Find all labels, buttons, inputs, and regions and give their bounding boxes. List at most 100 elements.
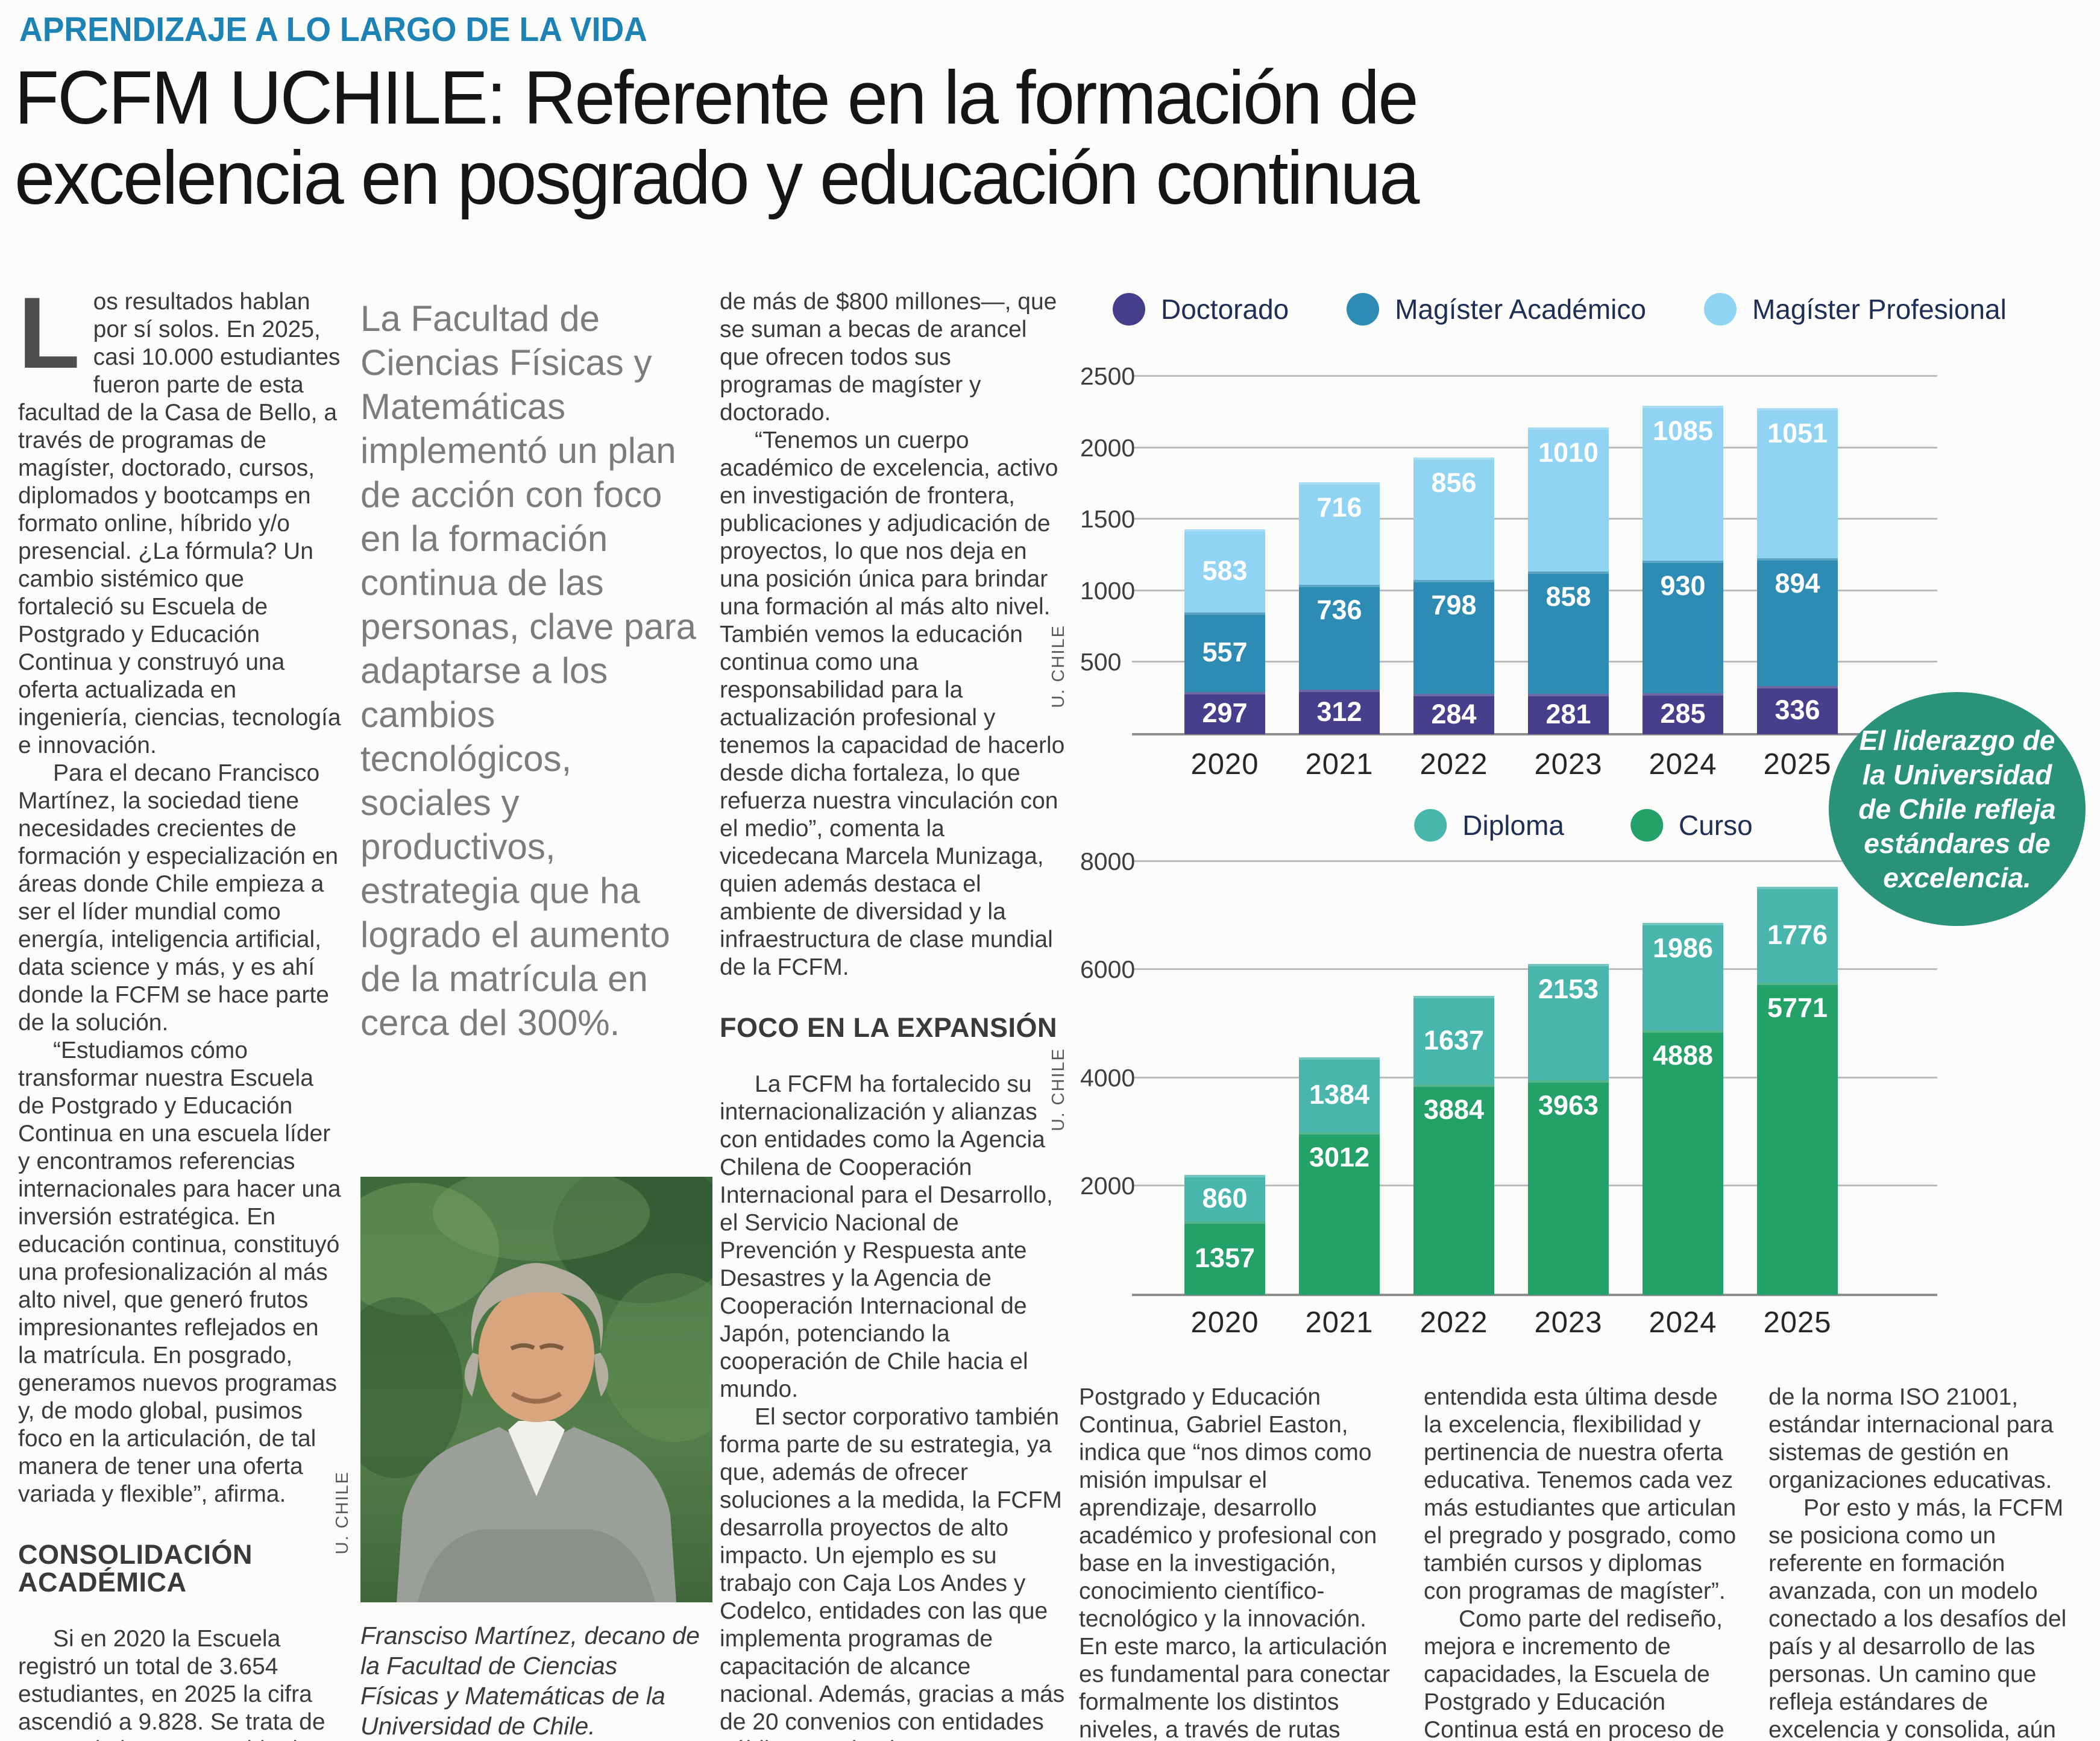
x-axis-tick-label: 2025 — [1763, 748, 1832, 781]
chart-plot: 1357 860 3012 1384 3884 1637 3963 2153 4888 1986 5… — [1132, 847, 1937, 1296]
bar-segment-Doctorado: 284 — [1413, 694, 1494, 734]
bottom-column-3: de la norma ISO 21001, estándar internac… — [1768, 1384, 2088, 1741]
decano-photo — [360, 1177, 712, 1602]
bar-segment-Curso: 1357 — [1184, 1221, 1265, 1295]
highlight-badge: El liderazgo de la Universidad de Chile … — [1829, 692, 2086, 926]
bar-value-label: 5771 — [1767, 992, 1828, 1023]
drop-cap: L — [18, 276, 80, 389]
bar-value-label: 583 — [1202, 555, 1248, 586]
article-column-3: de más de $800 millones—, que se suman a… — [720, 288, 1067, 1741]
stacked-bar-2022: 284 798 856 — [1413, 458, 1494, 734]
legend-item: Curso — [1630, 809, 1753, 842]
stacked-bar-2020: 1357 860 — [1184, 1175, 1265, 1295]
paragraph: “Tenemos un cuerpo académico de excelenc… — [720, 427, 1065, 980]
chart-posgrado-matricula: Doctorado Magíster Académico Magíster Prof… — [1049, 288, 2100, 798]
headline-line-1: FCFM UCHILE: Referente en la formación d… — [14, 56, 1419, 140]
bars-row: 297 557 583 312 736 716 284 798 856 281 858 1010 285… — [1132, 368, 1937, 734]
photo-caption: Fransciso Martínez, decano de la Faculta… — [360, 1622, 700, 1740]
bar-value-label: 1357 — [1194, 1242, 1256, 1273]
bar-segment-Magíster Académico: 930 — [1643, 561, 1723, 693]
bar-segment-Magíster Profesional: 1051 — [1757, 408, 1838, 558]
section-kicker: APRENDIZAJE A LO LARGO DE LA VIDA — [19, 10, 647, 49]
pull-quote: La Facultad de Ciencias Físicas y Matemá… — [360, 298, 696, 1043]
bar-value-label: 930 — [1660, 570, 1706, 601]
bar-segment-Diploma: 1986 — [1643, 923, 1723, 1030]
bar-value-label: 858 — [1545, 581, 1591, 612]
bar-segment-Curso: 3963 — [1528, 1080, 1609, 1295]
bar-value-label: 1776 — [1767, 919, 1828, 950]
legend-dot-icon — [1414, 809, 1447, 842]
bar-segment-Doctorado: 281 — [1528, 694, 1609, 734]
stacked-bar-2021: 3012 1384 — [1299, 1057, 1380, 1295]
bar-segment-Diploma: 2153 — [1528, 964, 1609, 1080]
column1-paragraphs-after: Si en 2020 la Escuela registró un total … — [18, 1625, 341, 1741]
bar-value-label: 856 — [1431, 467, 1477, 498]
x-axis-tick-label: 2023 — [1534, 1306, 1603, 1339]
bar-value-label: 4888 — [1652, 1040, 1714, 1071]
legend-dot-icon — [1347, 293, 1380, 326]
x-axis-tick-label: 2024 — [1649, 1306, 1717, 1339]
bar-segment-Magíster Académico: 858 — [1528, 571, 1609, 694]
y-axis-tick-label: 1500 — [1080, 505, 1136, 534]
paragraph: El sector corporativo también forma part… — [720, 1404, 1065, 1741]
bar-segment-Magíster Académico: 557 — [1184, 612, 1265, 692]
bar-segment-Diploma: 860 — [1184, 1175, 1265, 1221]
x-axis-tick-label: 2022 — [1419, 1306, 1488, 1339]
bar-segment-Magíster Académico: 798 — [1413, 580, 1494, 694]
gridline — [1132, 375, 1937, 377]
bar-value-label: 2153 — [1538, 974, 1599, 1004]
x-axis-tick-label: 2020 — [1190, 1306, 1259, 1339]
stacked-bar-2025: 336 894 1051 — [1757, 408, 1838, 734]
legend-item: Magíster Profesional — [1703, 293, 2007, 326]
bottom-column-1: Postgrado y Educación Continua, Gabriel … — [1079, 1384, 1396, 1741]
bar-value-label: 281 — [1545, 698, 1591, 729]
x-axis-tick-label: 2021 — [1305, 1306, 1374, 1339]
bar-segment-Diploma: 1776 — [1757, 887, 1838, 983]
legend-label: Curso — [1679, 810, 1753, 841]
bar-value-label: 3963 — [1538, 1090, 1599, 1121]
y-axis-tick-label: 6000 — [1080, 956, 1136, 984]
y-axis-tick-label: 4000 — [1080, 1063, 1136, 1092]
x-axis-tick-label: 2022 — [1419, 748, 1488, 781]
bar-value-label: 736 — [1316, 594, 1362, 625]
bar-segment-Magíster Profesional: 856 — [1413, 458, 1494, 580]
paragraph: La FCFM ha fortalecido su internacionali… — [720, 1071, 1053, 1402]
legend-dot-icon — [1113, 293, 1145, 326]
x-axis-tick-label: 2021 — [1305, 748, 1374, 781]
paragraph: Como parte del rediseño, mejora e increm… — [1424, 1606, 1724, 1741]
legend-item: Diploma — [1414, 809, 1564, 842]
bar-value-label: 312 — [1316, 696, 1362, 727]
x-axis-tick-label: 2023 — [1534, 748, 1603, 781]
bar-value-label: 1637 — [1423, 1024, 1485, 1056]
stacked-bar-2024: 4888 1986 — [1643, 923, 1723, 1295]
bar-segment-Curso: 3884 — [1413, 1085, 1494, 1295]
gridline — [1132, 860, 1937, 862]
bar-segment-Magíster Profesional: 1085 — [1643, 406, 1723, 561]
bars-row: 1357 860 3012 1384 3884 1637 3963 2153 4888 1986 5… — [1132, 847, 1937, 1295]
bar-segment-Curso: 4888 — [1643, 1030, 1723, 1295]
x-axis-labels: 2020 2021 2022 2023 2024 2025 — [1132, 1306, 1937, 1340]
y-axis-tick-label: 2500 — [1080, 362, 1136, 391]
paragraph: Por esto y más, la FCFM se posiciona com… — [1768, 1495, 2067, 1741]
paragraph: entendida esta última desde la excelenci… — [1424, 1384, 1737, 1604]
legend-label: Doctorado — [1161, 294, 1289, 325]
bottom-column-1-paragraphs: Postgrado y Educación Continua, Gabriel … — [1079, 1384, 1396, 1741]
chart-plot: 297 557 583 312 736 716 284 798 856 281 858 1010 285… — [1132, 368, 1937, 735]
bar-segment-Magíster Profesional: 1010 — [1528, 427, 1609, 571]
bar-segment-Magíster Profesional: 583 — [1184, 529, 1265, 612]
bar-value-label: 894 — [1775, 568, 1820, 599]
bar-segment-Doctorado: 285 — [1643, 693, 1723, 734]
y-axis-tick-label: 500 — [1080, 648, 1122, 676]
opening-text: os resultados hablan por sí solos. En 20… — [18, 289, 341, 758]
chart-educacion-continua-matricula: Diploma Curso 1357 860 3012 1384 3884 1637 3963 2… — [1049, 802, 2100, 1384]
bar-value-label: 284 — [1431, 698, 1477, 729]
bar-segment-Magíster Académico: 736 — [1299, 585, 1380, 690]
stacked-bar-2025: 5771 1776 — [1757, 887, 1838, 1295]
stacked-bar-2024: 285 930 1085 — [1643, 406, 1723, 734]
paragraph: “Estudiamos cómo transformar nuestra Esc… — [18, 1037, 341, 1507]
stacked-bar-2023: 3963 2153 — [1528, 964, 1609, 1295]
bar-segment-Magíster Académico: 894 — [1757, 558, 1838, 686]
subhead-foco-expansion: FOCO EN LA EXPANSIÓN — [720, 1012, 1058, 1043]
